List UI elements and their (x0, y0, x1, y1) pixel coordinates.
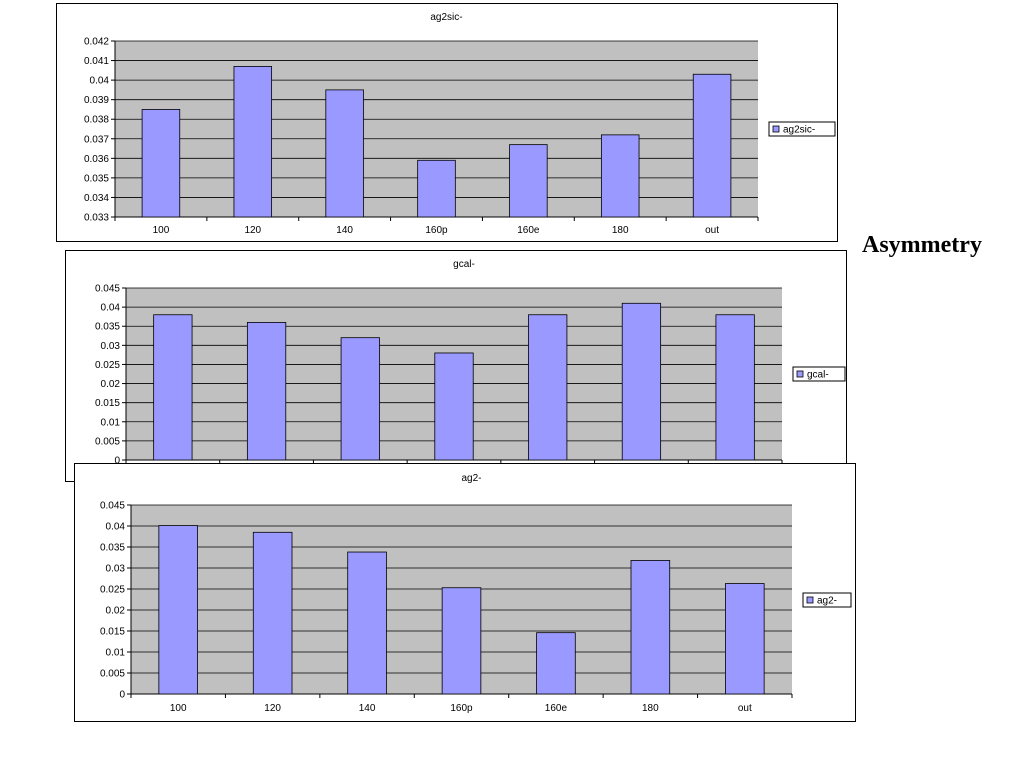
x-tick-label: 180 (642, 703, 659, 714)
y-tick-label: 0.01 (106, 648, 126, 659)
legend-label: gcal- (807, 370, 829, 381)
bar-120 (247, 322, 285, 460)
y-tick-label: 0.033 (84, 213, 109, 224)
bar-180 (631, 560, 670, 694)
y-tick-label: 0 (119, 690, 125, 701)
y-tick-label: 0.042 (84, 37, 109, 48)
y-tick-label: 0.005 (100, 669, 125, 680)
x-tick-label: 160p (450, 703, 473, 714)
y-tick-label: 0.034 (84, 193, 109, 204)
bar-140 (341, 338, 379, 460)
y-tick-label: 0.02 (101, 379, 121, 390)
bar-120 (234, 66, 272, 217)
bar-100 (159, 526, 198, 694)
bar-120 (253, 532, 292, 694)
y-tick-label: 0.04 (106, 522, 126, 533)
chart-ag2sic: ag2sic- 0.033 0.034 0.035 0.036 0.037 0.038 0.0… (56, 3, 838, 242)
y-tick-label: 0.03 (101, 341, 121, 352)
y-tick-label: 0.015 (95, 398, 120, 409)
y-tick-label: 0.041 (84, 56, 109, 67)
y-tick-label: 0.025 (95, 360, 120, 371)
x-tick-label: 100 (170, 703, 187, 714)
y-tick-label: 0.045 (100, 501, 125, 512)
bar-160p (418, 160, 456, 217)
y-tick-label: 0.039 (84, 95, 109, 106)
bar-out (725, 584, 764, 694)
y-tick-label: 0.036 (84, 154, 109, 165)
legend-label: ag2sic- (783, 125, 815, 136)
chart-title: ag2- (461, 473, 481, 484)
y-tick-label: 0.035 (84, 173, 109, 184)
x-tick-label: 160e (517, 225, 540, 236)
x-tick-label: 160p (425, 225, 448, 236)
asymmetry-label: Asymmetry (862, 232, 982, 259)
bar-160p (442, 588, 481, 694)
legend-swatch (773, 126, 779, 132)
x-tick-label: 120 (244, 225, 261, 236)
bar-180 (601, 135, 639, 217)
x-tick-label: 100 (153, 225, 170, 236)
legend-label: ag2- (817, 596, 837, 607)
bar-out (693, 74, 731, 217)
y-tick-label: 0.02 (106, 606, 126, 617)
y-tick-label: 0.025 (100, 585, 125, 596)
bar-100 (154, 315, 192, 460)
y-tick-label: 0.005 (95, 436, 120, 447)
bar-out (716, 315, 754, 460)
bar-100 (142, 109, 180, 217)
chart-gcal: gcal- 0 0.005 0.01 0.015 0.02 0.025 0.03 0.035 0.… (65, 250, 847, 482)
bar-140 (348, 552, 387, 694)
y-tick-label: 0.038 (84, 115, 109, 126)
legend-swatch (807, 597, 813, 603)
chart-ag2sic-svg: ag2sic- 0.033 0.034 0.035 0.036 0.037 0.038 0.0… (57, 4, 839, 243)
y-tick-label: 0.035 (95, 322, 120, 333)
x-tick-label: 180 (612, 225, 629, 236)
x-tick-label: 120 (264, 703, 281, 714)
bar-160e (510, 145, 548, 217)
bar-180 (622, 303, 660, 460)
x-tick-label: 140 (336, 225, 353, 236)
x-tick-label: out (705, 225, 719, 236)
x-tick-label: 160e (545, 703, 568, 714)
bar-160e (529, 315, 567, 460)
y-tick-label: 0.03 (106, 564, 126, 575)
y-tick-label: 0.015 (100, 627, 125, 638)
y-tick-label: 0.01 (101, 417, 121, 428)
y-tick-label: 0.04 (101, 303, 121, 314)
x-tick-label: 140 (359, 703, 376, 714)
y-tick-label: 0.035 (100, 543, 125, 554)
y-tick-label: 0.04 (90, 76, 110, 87)
chart-title: ag2sic- (430, 12, 462, 23)
legend-swatch (797, 371, 803, 377)
y-tick-label: 0.037 (84, 134, 109, 145)
x-tick-label: out (738, 703, 752, 714)
chart-ag2-svg: ag2- 0 0.005 0.01 0.015 0.02 0.025 0.03 0.035 0.0… (75, 464, 857, 723)
y-tick-label: 0.045 (95, 284, 120, 295)
bar-140 (326, 90, 364, 217)
chart-ag2: ag2- 0 0.005 0.01 0.015 0.02 0.025 0.03 0.035 0.0… (74, 463, 856, 722)
bar-160p (435, 353, 473, 460)
bar-160e (537, 633, 576, 694)
chart-title: gcal- (453, 259, 475, 270)
chart-gcal-svg: gcal-00.0050.010.0150.020.0250.030.0350.… (66, 251, 848, 483)
